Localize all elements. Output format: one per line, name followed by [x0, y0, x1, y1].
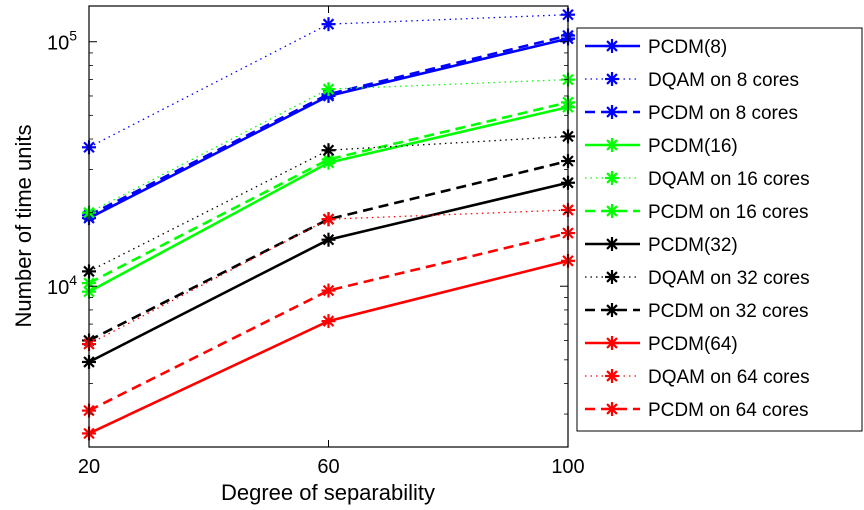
- legend-marker-11-stroke: [606, 403, 618, 415]
- series-11-point-1-stroke: [322, 284, 335, 297]
- series-line-11: [88, 231, 569, 412]
- series-line-5: [88, 101, 569, 285]
- series-6-point-1: [321, 232, 336, 247]
- legend-marker-8-stroke: [606, 304, 618, 316]
- series-4-point-1-stroke: [322, 83, 335, 95]
- legend-entry-5: PCDM on 16 cores: [585, 202, 809, 223]
- legend-label-8: PCDM on 32 cores: [648, 301, 809, 322]
- x-tick-label-1: 60: [317, 456, 339, 478]
- legend-marker-4-stroke: [606, 172, 618, 184]
- series-5-point-1-stroke: [322, 153, 335, 166]
- legend-marker-7-stroke: [606, 271, 618, 283]
- legend-entry-2: PCDM on 8 cores: [585, 103, 798, 124]
- legend-marker-2-stroke: [606, 106, 618, 118]
- legend-marker-5-stroke: [606, 205, 618, 217]
- y-tick-label-0: 104: [47, 272, 77, 299]
- legend-marker-9-stroke: [606, 337, 618, 349]
- legend-entry-6: PCDM(32): [585, 235, 738, 256]
- series-9-point-1: [321, 314, 336, 329]
- legend-marker-4: [605, 171, 619, 185]
- legend-marker-1-stroke: [606, 73, 618, 85]
- legend-entry-10: DQAM on 64 cores: [585, 367, 810, 388]
- series-4-point-1: [321, 82, 336, 97]
- legend-entry-11: PCDM on 64 cores: [585, 400, 809, 421]
- legend-label-10: DQAM on 64 cores: [648, 367, 810, 388]
- y-axis-title: Number of time units: [11, 125, 36, 328]
- legend-marker-11: [605, 402, 619, 416]
- plot-frame: [88, 5, 569, 448]
- legend-marker-9: [605, 336, 619, 350]
- series-1-point-1-stroke: [322, 18, 335, 30]
- legend-marker-10-stroke: [606, 370, 618, 382]
- legend-marker-0: [605, 39, 619, 53]
- legend-label-7: DQAM on 32 cores: [648, 268, 810, 289]
- series-10-point-1: [321, 212, 336, 227]
- series-9-point-1-stroke: [322, 315, 335, 327]
- legend-marker-2: [605, 105, 619, 119]
- legend-box: [576, 27, 863, 432]
- legend-label-11: PCDM on 64 cores: [648, 400, 809, 421]
- series-11-point-1: [321, 283, 336, 298]
- y-tick-label-1: 105: [47, 28, 77, 55]
- series-7-point-1: [321, 143, 336, 158]
- legend-marker-0-stroke: [606, 40, 618, 52]
- series-line-7: [88, 135, 569, 272]
- legend-marker-3: [605, 138, 619, 152]
- legend-entry-9: PCDM(64): [585, 334, 738, 355]
- series-10-point-1-stroke: [322, 213, 335, 225]
- series-line-6: [88, 181, 569, 364]
- series-line-2: [88, 34, 569, 217]
- legend-entry-0: PCDM(8): [585, 37, 727, 58]
- series-line-0: [88, 37, 569, 220]
- series-1-point-1: [321, 17, 336, 32]
- series-6-point-1-stroke: [322, 233, 335, 246]
- legend-marker-5: [605, 204, 619, 218]
- legend-marker-1: [605, 72, 619, 86]
- legend-label-6: PCDM(32): [648, 235, 738, 256]
- series-line-8: [88, 159, 569, 342]
- series-5-point-1: [321, 152, 336, 167]
- legend: PCDM(8) DQAM on 8 cores PCDM on 8 cores PCD…: [576, 27, 863, 432]
- x-tick-label-2: 100: [551, 456, 584, 478]
- legend-entry-4: DQAM on 16 cores: [585, 169, 810, 190]
- series-line-1: [88, 14, 569, 148]
- series-line-4: [88, 78, 569, 214]
- legend-marker-6-stroke: [606, 238, 618, 250]
- legend-entry-8: PCDM on 32 cores: [585, 301, 809, 322]
- legend-label-1: DQAM on 8 cores: [648, 70, 799, 91]
- x-axis-title: Degree of separability: [221, 480, 435, 505]
- legend-label-3: PCDM(16): [648, 136, 738, 157]
- legend-marker-3-stroke: [606, 139, 618, 151]
- legend-entry-3: PCDM(16): [585, 136, 738, 157]
- legend-label-4: DQAM on 16 cores: [648, 169, 810, 190]
- legend-marker-6: [605, 237, 619, 251]
- legend-marker-8: [605, 303, 619, 317]
- legend-entry-7: DQAM on 32 cores: [585, 268, 810, 289]
- legend-marker-7: [605, 270, 619, 284]
- legend-marker-10: [605, 369, 619, 383]
- legend-label-5: PCDM on 16 cores: [648, 202, 809, 223]
- series-7-point-1-stroke: [322, 144, 335, 156]
- legend-entry-1: DQAM on 8 cores: [585, 70, 799, 91]
- legend-label-0: PCDM(8): [648, 37, 727, 58]
- legend-label-2: PCDM on 8 cores: [648, 103, 798, 124]
- axis-ticks: 20 60 100 104 105: [47, 6, 585, 478]
- x-tick-label-0: 20: [78, 456, 100, 478]
- legend-label-9: PCDM(64): [648, 334, 738, 355]
- plot-area: [82, 7, 575, 441]
